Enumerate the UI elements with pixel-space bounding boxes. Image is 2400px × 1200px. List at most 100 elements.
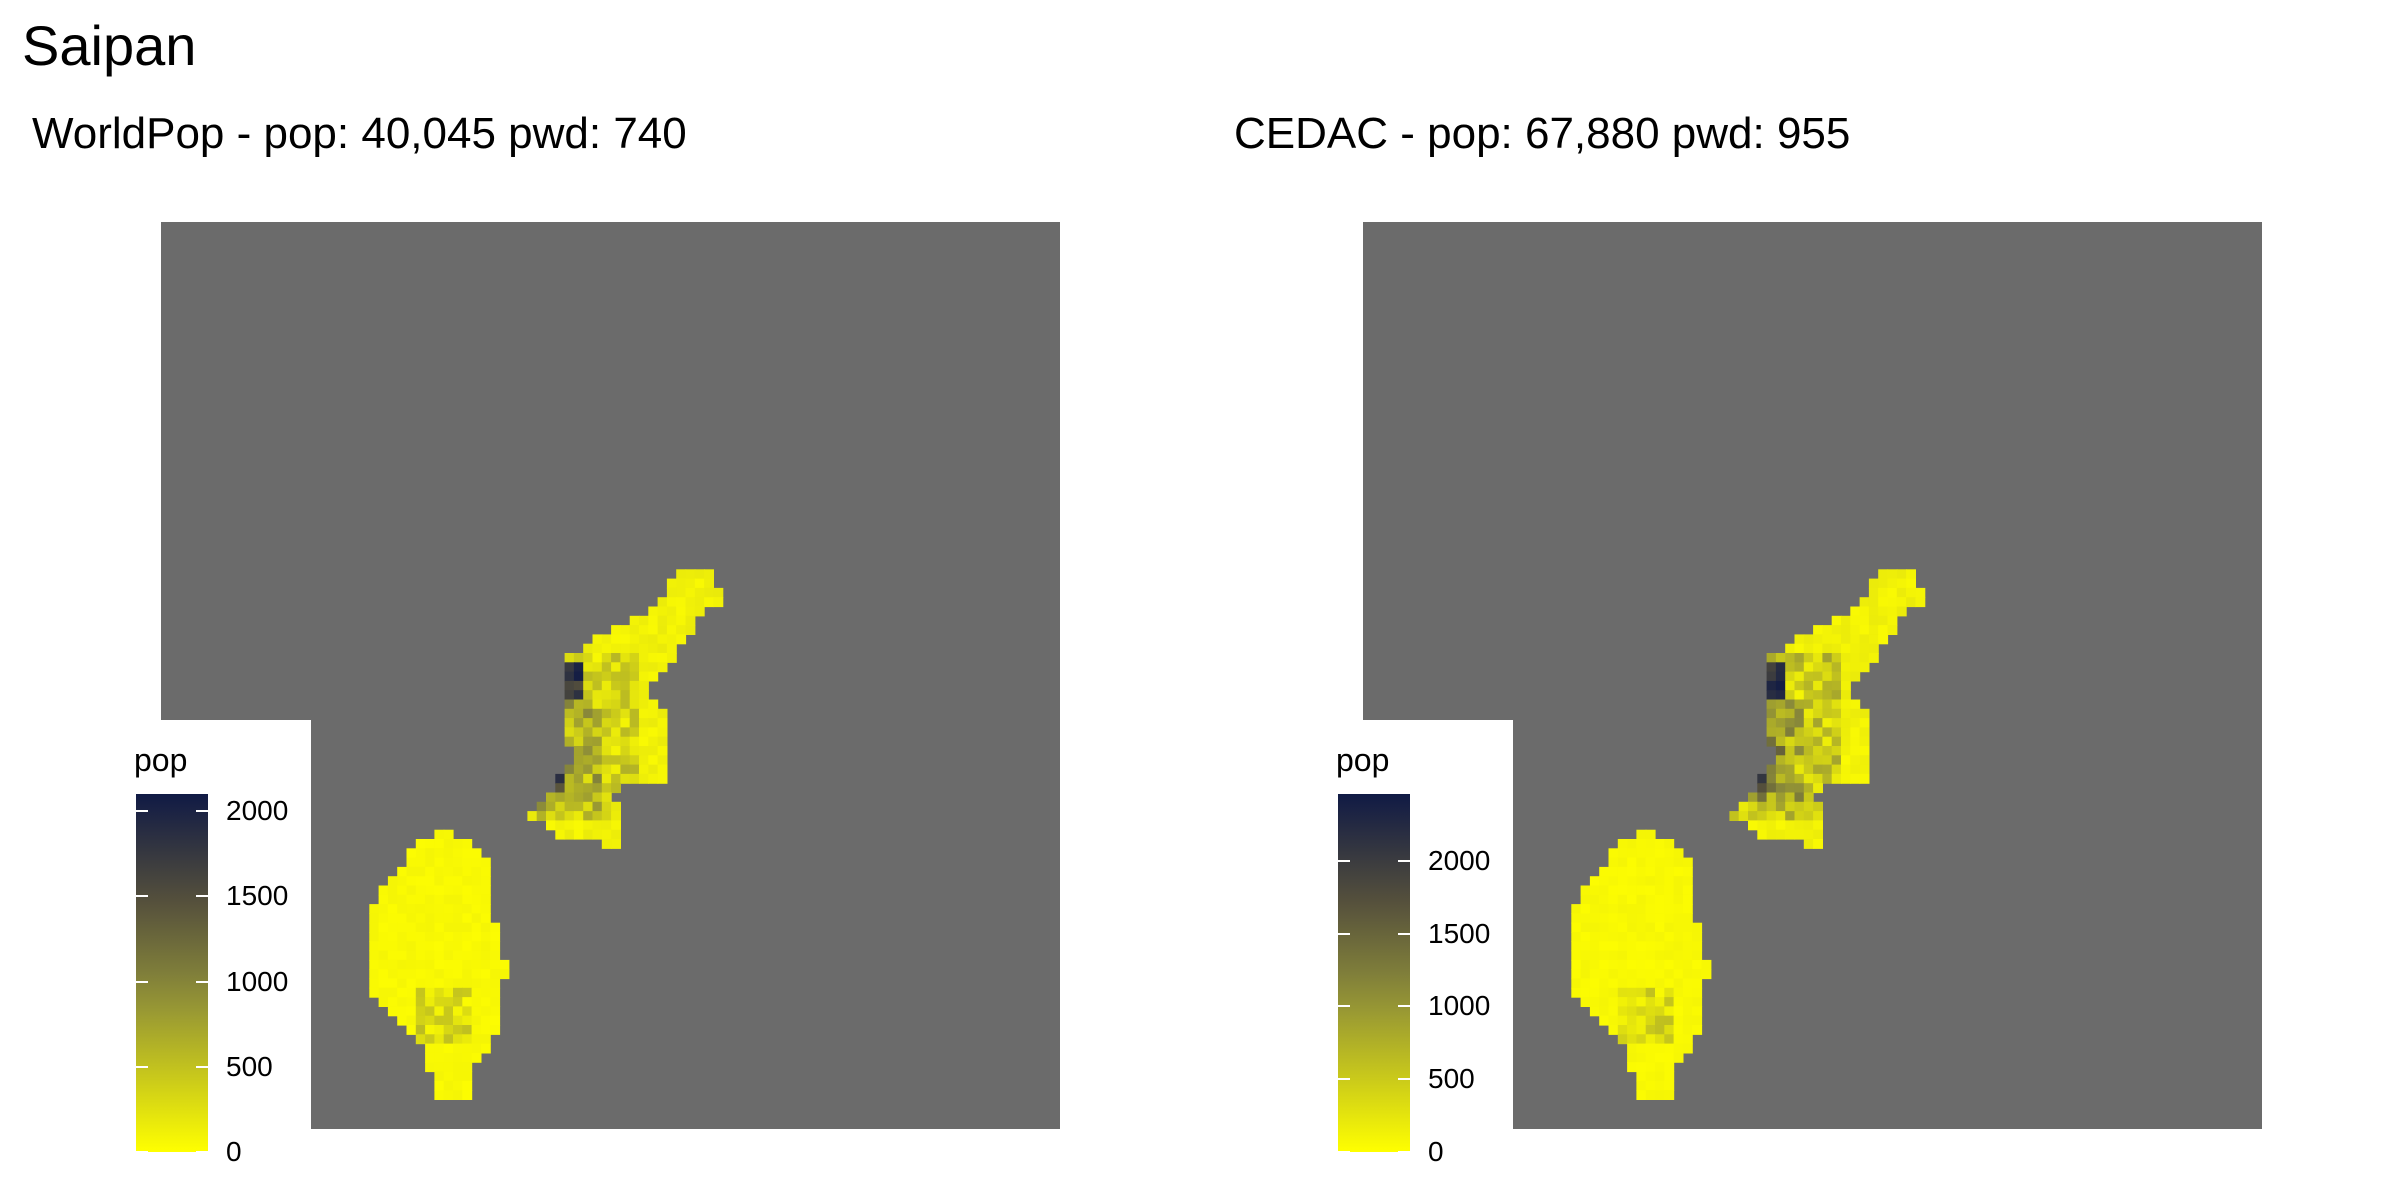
raster-cell — [639, 727, 649, 738]
raster-cell — [1785, 727, 1796, 738]
raster-cell — [1868, 625, 1879, 635]
raster-cell — [1813, 708, 1823, 719]
raster-cell — [1608, 959, 1619, 970]
raster-cell — [1617, 1006, 1628, 1017]
raster-cell — [1915, 587, 1926, 598]
raster-cell — [462, 1071, 473, 1082]
raster-cell — [397, 959, 408, 970]
raster-cell — [387, 950, 398, 961]
raster-cell — [1608, 997, 1619, 1007]
raster-cell — [573, 829, 584, 840]
raster-cell — [555, 820, 566, 831]
raster-cell — [1673, 941, 1684, 952]
raster-cell — [1822, 699, 1833, 710]
raster-cell — [639, 634, 649, 645]
raster-cell — [1794, 708, 1805, 719]
raster-cell — [415, 848, 426, 859]
raster-cell — [1775, 792, 1786, 803]
raster-cell — [425, 1006, 435, 1017]
raster-cell — [1813, 671, 1823, 682]
raster-cell — [1636, 904, 1647, 914]
raster-cell — [1627, 866, 1637, 877]
raster-cell — [1617, 1015, 1628, 1026]
raster-cell — [620, 671, 631, 682]
raster-cell — [434, 987, 445, 998]
raster-cell — [1627, 1015, 1637, 1026]
raster-cell — [434, 932, 445, 942]
raster-cell — [443, 866, 454, 877]
raster-cell — [1757, 801, 1768, 812]
raster-cell — [639, 625, 649, 635]
raster-cell — [1608, 913, 1619, 924]
raster-cell — [1627, 894, 1637, 905]
raster-cell — [1571, 969, 1582, 980]
raster-cell — [434, 1025, 445, 1035]
raster-cell — [425, 997, 435, 1007]
raster-cell — [592, 699, 603, 710]
colorbar-tick — [1398, 1151, 1410, 1153]
raster-cell — [1571, 959, 1582, 970]
raster-cell — [1664, 876, 1675, 887]
raster-cell — [1766, 820, 1777, 831]
raster-cell — [1775, 727, 1786, 738]
raster-cell — [1636, 913, 1647, 924]
raster-cell — [462, 1025, 473, 1035]
raster-cell — [666, 587, 677, 598]
raster-cell — [1636, 866, 1647, 877]
raster-cell — [629, 643, 640, 654]
raster-cell — [1617, 987, 1628, 998]
raster-cell — [555, 801, 566, 812]
raster-cell — [471, 866, 482, 877]
raster-cell — [1887, 597, 1898, 608]
raster-cell — [425, 1025, 435, 1035]
raster-cell — [406, 913, 417, 924]
raster-cell — [1673, 885, 1684, 896]
raster-cell — [462, 997, 473, 1007]
raster-cell — [397, 866, 408, 877]
raster-cell — [425, 857, 435, 868]
raster-cell — [387, 959, 398, 970]
raster-cell — [1608, 876, 1619, 887]
raster-cell — [573, 690, 584, 701]
raster-cell — [471, 885, 482, 896]
raster-cell — [397, 922, 408, 933]
raster-cell — [1775, 671, 1786, 682]
raster-cell — [1831, 680, 1842, 691]
raster-cell — [1589, 913, 1600, 924]
raster-cell — [648, 606, 659, 617]
raster-cell — [1664, 866, 1675, 877]
raster-cell — [1803, 708, 1814, 719]
raster-cell — [471, 904, 482, 914]
raster-cell — [1673, 1043, 1684, 1054]
raster-cell — [1692, 950, 1703, 961]
raster-cell — [685, 615, 696, 626]
raster-cell — [583, 736, 594, 747]
raster-cell — [434, 894, 445, 905]
raster-cell — [1608, 987, 1619, 998]
raster-cell — [1636, 1071, 1647, 1082]
raster-cell — [694, 587, 705, 598]
raster-cell — [1701, 959, 1712, 970]
raster-cell — [1655, 950, 1665, 961]
raster-cell — [1766, 671, 1777, 682]
raster-cell — [611, 718, 621, 728]
raster-cell — [601, 820, 612, 831]
raster-cell — [620, 727, 631, 738]
raster-cell — [601, 829, 612, 840]
raster-cell — [601, 773, 612, 784]
raster-cell — [1850, 727, 1861, 738]
raster-cell — [1878, 587, 1889, 598]
raster-cell — [1813, 773, 1823, 784]
raster-cell — [639, 699, 649, 710]
raster-cell — [434, 885, 445, 896]
raster-cell — [1775, 690, 1786, 701]
raster-cell — [434, 1034, 445, 1045]
raster-cell — [453, 1015, 463, 1026]
raster-cell — [1589, 876, 1600, 887]
raster-cell — [443, 829, 454, 840]
raster-cell — [1692, 987, 1703, 998]
raster-cell — [592, 746, 603, 756]
raster-cell — [1841, 643, 1851, 654]
raster-cell — [415, 987, 426, 998]
raster-cell — [583, 671, 594, 682]
